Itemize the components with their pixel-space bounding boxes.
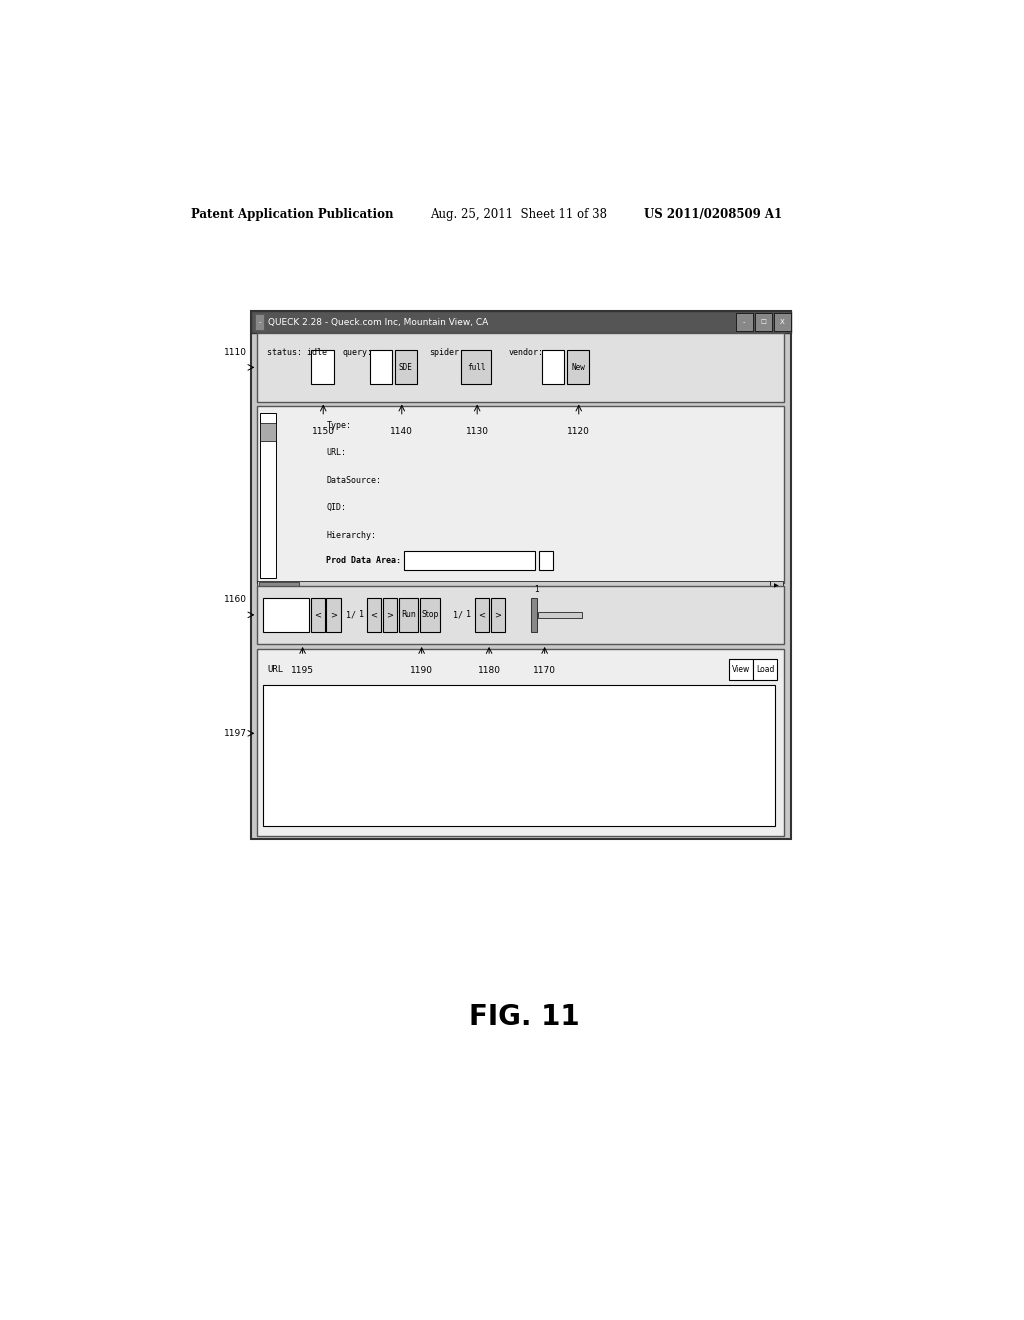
Bar [257,333,784,401]
Text: 1170: 1170 [534,667,556,676]
Bar [263,685,775,826]
Text: 1195: 1195 [291,667,314,676]
Text: 1180: 1180 [477,667,501,676]
Text: View: View [731,665,750,675]
Text: SDE: SDE [398,363,413,372]
Bar [327,598,341,632]
Bar [310,598,325,632]
Bar [263,598,309,632]
Text: QID:: QID: [327,503,346,512]
Bar [394,350,417,384]
Text: Run: Run [401,610,416,619]
Bar [259,582,299,590]
Text: URL: URL [267,665,283,675]
Bar [774,313,791,331]
Bar [754,659,777,680]
Bar [736,313,753,331]
Bar [420,598,440,632]
Text: Patent Application Publication: Patent Application Publication [191,207,394,220]
Text: 1140: 1140 [390,426,414,436]
Text: <: < [314,610,322,619]
Bar [251,312,791,840]
Bar [567,350,589,384]
Text: X: X [780,319,784,325]
Text: FIG. 11: FIG. 11 [469,1003,581,1031]
Text: query:: query: [342,348,373,356]
Text: Hierarchy:: Hierarchy: [327,531,377,540]
Text: Stop: Stop [421,610,438,619]
Text: vendor:: vendor: [509,348,544,356]
Bar [398,598,419,632]
Bar [531,598,537,632]
Text: New: New [571,363,585,372]
Text: 1: 1 [466,610,471,619]
Bar [251,312,791,333]
Text: 1/: 1/ [346,610,356,619]
Bar [257,649,784,837]
Bar [255,314,264,330]
Text: 1: 1 [359,610,364,619]
Text: full: full [467,363,485,372]
Bar [755,313,772,331]
Text: >: > [330,610,337,619]
Bar [475,598,489,632]
Text: 1197: 1197 [224,729,247,738]
Text: 1110: 1110 [224,347,247,356]
Bar [310,350,334,384]
Bar [729,659,753,680]
Text: 1130: 1130 [466,426,488,436]
Text: ▶: ▶ [774,583,778,589]
Bar [260,422,275,441]
Bar [462,350,492,384]
Text: -: - [743,319,745,325]
Bar [260,413,275,578]
Text: 1: 1 [535,585,539,594]
Text: 1190: 1190 [411,667,433,676]
Bar [543,350,564,384]
Bar [370,350,392,384]
Text: <: < [478,610,485,619]
Text: >: > [495,610,502,619]
Text: Aug. 25, 2011  Sheet 11 of 38: Aug. 25, 2011 Sheet 11 of 38 [430,207,606,220]
Text: <: < [371,610,378,619]
Text: □: □ [761,319,766,325]
Text: 1150: 1150 [311,426,335,436]
Bar [490,598,505,632]
Text: Type:: Type: [327,421,351,430]
Bar [404,552,536,569]
Text: US 2011/0208509 A1: US 2011/0208509 A1 [644,207,782,220]
Bar [539,552,553,569]
Text: -: - [258,319,261,325]
Text: 1160: 1160 [224,595,247,605]
Text: Load: Load [756,665,774,675]
Bar [257,405,784,582]
Bar [367,598,381,632]
Text: Prod Data Area:: Prod Data Area: [327,556,401,565]
Bar [770,581,782,591]
Bar [383,598,397,632]
Text: 1/: 1/ [454,610,464,619]
Bar [257,581,770,591]
Text: QUECK 2.28 - Queck.com Inc, Mountain View, CA: QUECK 2.28 - Queck.com Inc, Mountain Vie… [268,318,488,326]
Text: 1120: 1120 [567,426,590,436]
Text: status: idle: status: idle [267,348,327,356]
Text: DataSource:: DataSource: [327,475,381,484]
Text: >: > [386,610,393,619]
Text: spider:: spider: [430,348,465,356]
Bar [539,612,582,618]
Bar [257,586,784,644]
Text: URL:: URL: [327,449,346,457]
